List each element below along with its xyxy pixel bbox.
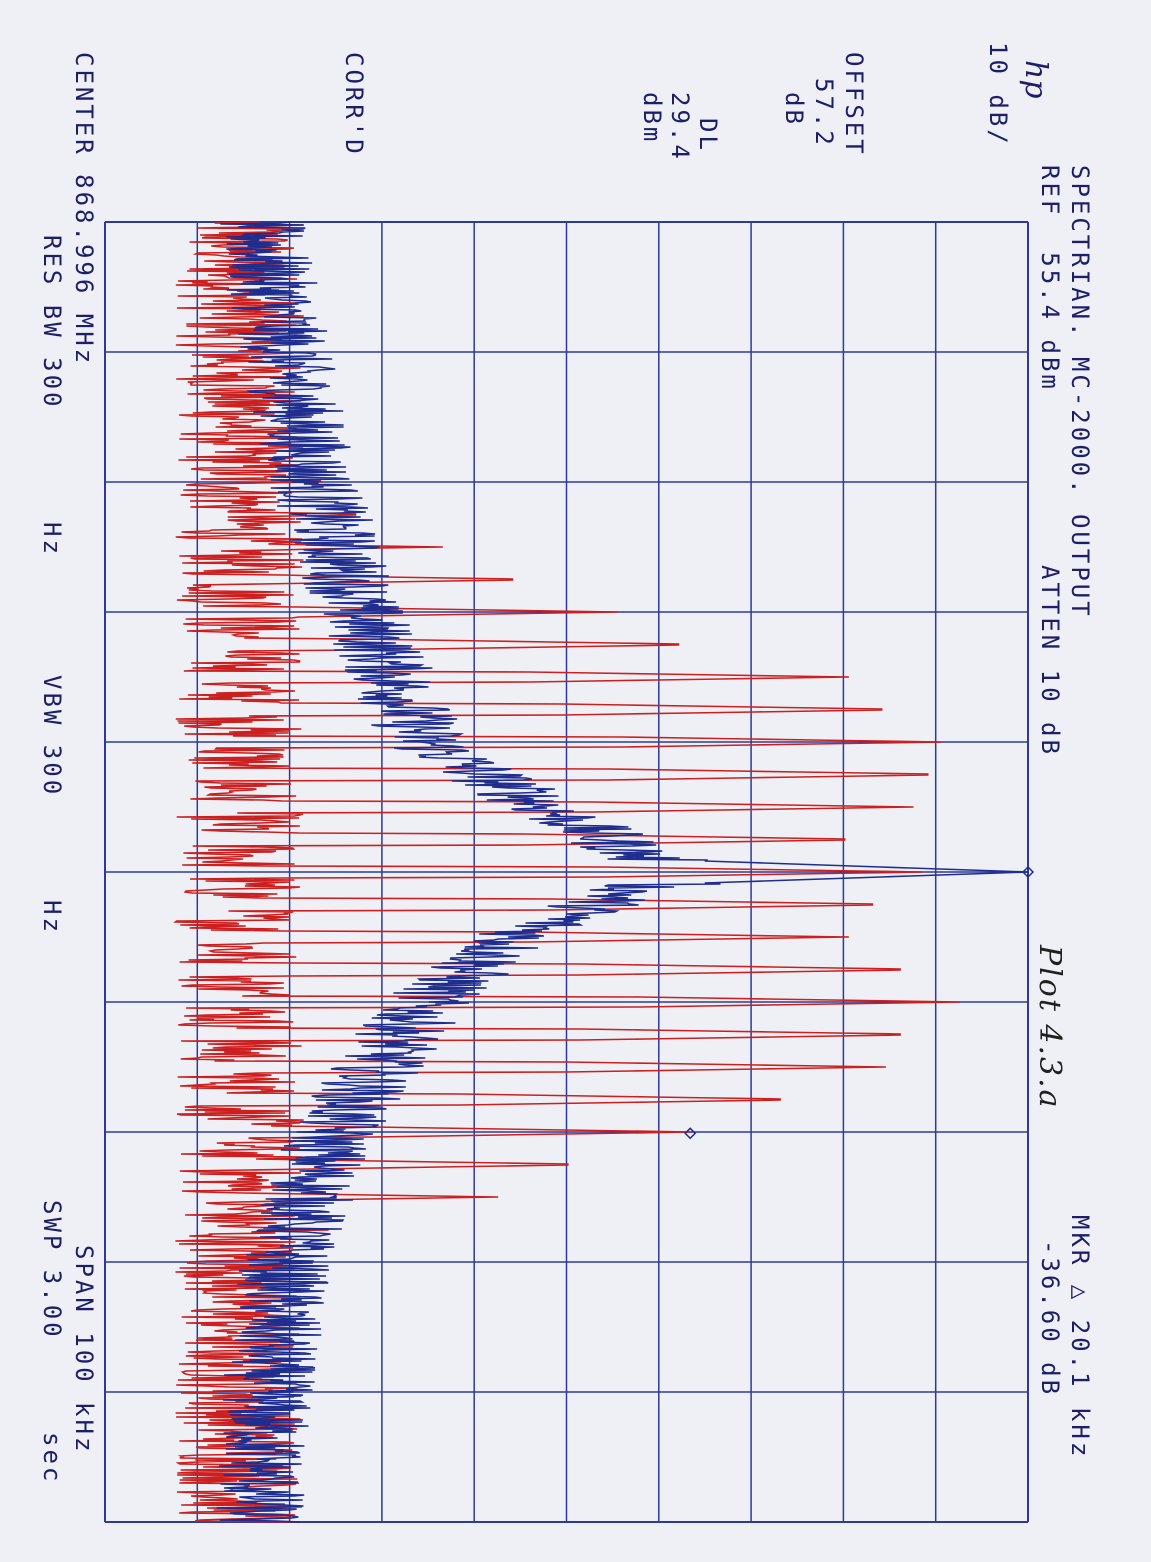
trace-red [173,221,960,1523]
reference-marker [1021,865,1035,879]
traces [173,221,1029,1523]
markers [684,865,1035,1140]
graticule [104,221,1029,1523]
trace-blue [216,221,1029,1523]
delta-marker [684,1127,697,1140]
